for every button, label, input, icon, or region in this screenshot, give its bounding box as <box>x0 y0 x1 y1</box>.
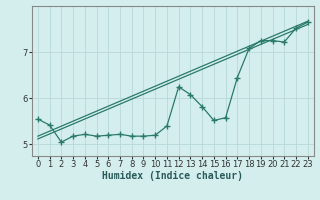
X-axis label: Humidex (Indice chaleur): Humidex (Indice chaleur) <box>102 171 243 181</box>
